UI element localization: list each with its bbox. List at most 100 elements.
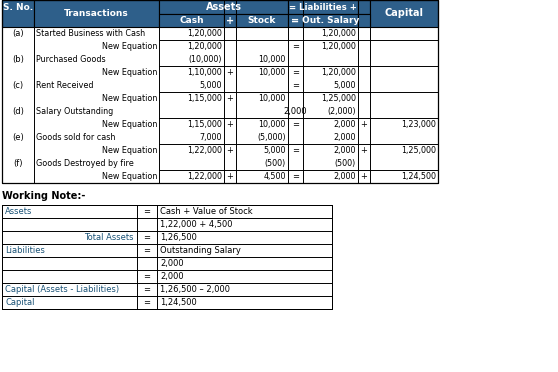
Text: Purchased Goods: Purchased Goods <box>36 55 105 64</box>
Text: Cash + Value of Stock: Cash + Value of Stock <box>160 207 253 216</box>
Text: (a): (a) <box>12 29 24 38</box>
Text: (c): (c) <box>12 81 23 90</box>
Text: Started Business with Cash: Started Business with Cash <box>36 29 145 38</box>
Text: +: + <box>227 120 233 129</box>
Text: 2,000: 2,000 <box>334 133 356 142</box>
Text: =: = <box>292 146 299 155</box>
Text: 10,000: 10,000 <box>258 55 286 64</box>
Text: 1,20,000: 1,20,000 <box>321 42 356 51</box>
Text: =: = <box>143 298 151 307</box>
Bar <box>2 0 34 27</box>
Text: 2,000: 2,000 <box>283 107 307 116</box>
Bar <box>288 14 303 27</box>
Text: =: = <box>143 246 151 255</box>
Text: =: = <box>292 120 299 129</box>
Text: 1,20,000: 1,20,000 <box>321 68 356 77</box>
Text: Liabilities: Liabilities <box>5 246 45 255</box>
Text: Assets: Assets <box>205 2 242 12</box>
Text: New Equation: New Equation <box>102 94 157 103</box>
Text: 1,20,000: 1,20,000 <box>187 42 222 51</box>
Text: 5,000: 5,000 <box>200 81 222 90</box>
Text: 1,22,000 + 4,500: 1,22,000 + 4,500 <box>160 220 233 229</box>
Text: =: = <box>143 233 151 242</box>
Text: 1,10,000: 1,10,000 <box>187 68 222 77</box>
Text: 1,25,000: 1,25,000 <box>401 146 436 155</box>
Text: Stock: Stock <box>248 16 276 25</box>
Text: (500): (500) <box>264 159 286 168</box>
Text: 1,23,000: 1,23,000 <box>401 120 436 129</box>
Text: 2,000: 2,000 <box>334 146 356 155</box>
Text: S. No.: S. No. <box>3 3 33 12</box>
Text: =: = <box>292 81 299 90</box>
Text: Assets: Assets <box>5 207 32 216</box>
Bar <box>236 14 288 27</box>
Text: Salary Outstanding: Salary Outstanding <box>36 107 113 116</box>
Text: 1,24,500: 1,24,500 <box>160 298 197 307</box>
Text: =: = <box>143 272 151 281</box>
Text: +: + <box>227 68 233 77</box>
Bar <box>358 0 370 14</box>
Text: (500): (500) <box>335 159 356 168</box>
Text: 2,000: 2,000 <box>160 259 184 268</box>
Text: Working Note:-: Working Note:- <box>2 191 85 201</box>
Text: 1,20,000: 1,20,000 <box>187 29 222 38</box>
Text: 1,20,000: 1,20,000 <box>321 29 356 38</box>
Text: New Equation: New Equation <box>102 172 157 181</box>
Text: 1,22,000: 1,22,000 <box>187 172 222 181</box>
Text: Transactions: Transactions <box>64 9 129 18</box>
Text: New Equation: New Equation <box>102 68 157 77</box>
Bar <box>370 0 438 27</box>
Text: =: = <box>291 16 300 26</box>
Text: New Equation: New Equation <box>102 120 157 129</box>
Text: 1,24,500: 1,24,500 <box>401 172 436 181</box>
Bar <box>159 0 288 14</box>
Bar <box>358 14 370 27</box>
Text: (e): (e) <box>12 133 24 142</box>
Text: (2,000): (2,000) <box>328 107 356 116</box>
Text: 4,500: 4,500 <box>263 172 286 181</box>
Text: (f): (f) <box>13 159 23 168</box>
Text: 5,000: 5,000 <box>334 81 356 90</box>
Bar <box>288 0 358 14</box>
Text: 1,26,500 – 2,000: 1,26,500 – 2,000 <box>160 285 230 294</box>
Text: =: = <box>143 285 151 294</box>
Text: New Equation: New Equation <box>102 42 157 51</box>
Text: Goods Destroyed by fire: Goods Destroyed by fire <box>36 159 134 168</box>
Text: +: + <box>227 172 233 181</box>
Text: (10,000): (10,000) <box>189 55 222 64</box>
Text: =: = <box>292 68 299 77</box>
Text: 5,000: 5,000 <box>263 146 286 155</box>
Text: 1,15,000: 1,15,000 <box>187 94 222 103</box>
Text: 10,000: 10,000 <box>258 120 286 129</box>
Text: +: + <box>360 146 367 155</box>
Text: (5,000): (5,000) <box>257 133 286 142</box>
Text: 7,000: 7,000 <box>200 133 222 142</box>
Bar <box>2 0 438 183</box>
Text: Total Assets: Total Assets <box>84 233 134 242</box>
Bar <box>224 14 236 27</box>
Text: Cash: Cash <box>179 16 204 25</box>
Text: +: + <box>226 16 234 26</box>
Text: Capital: Capital <box>384 9 424 19</box>
Text: Goods sold for cash: Goods sold for cash <box>36 133 116 142</box>
Text: 10,000: 10,000 <box>258 94 286 103</box>
Text: Out. Salary: Out. Salary <box>302 16 359 25</box>
Text: Outstanding Salary: Outstanding Salary <box>160 246 241 255</box>
Text: Capital: Capital <box>5 298 35 307</box>
Bar <box>303 14 358 27</box>
Text: 1,22,000: 1,22,000 <box>187 146 222 155</box>
Text: +: + <box>360 120 367 129</box>
Text: =: = <box>292 42 299 51</box>
Text: New Equation: New Equation <box>102 146 157 155</box>
Text: 2,000: 2,000 <box>160 272 184 281</box>
Text: =: = <box>292 172 299 181</box>
Bar <box>34 0 159 27</box>
Text: +: + <box>227 146 233 155</box>
Text: 1,26,500: 1,26,500 <box>160 233 197 242</box>
Text: (d): (d) <box>12 107 24 116</box>
Text: 2,000: 2,000 <box>334 172 356 181</box>
Text: (b): (b) <box>12 55 24 64</box>
Text: 10,000: 10,000 <box>258 68 286 77</box>
Text: +: + <box>227 94 233 103</box>
Text: =: = <box>143 207 151 216</box>
